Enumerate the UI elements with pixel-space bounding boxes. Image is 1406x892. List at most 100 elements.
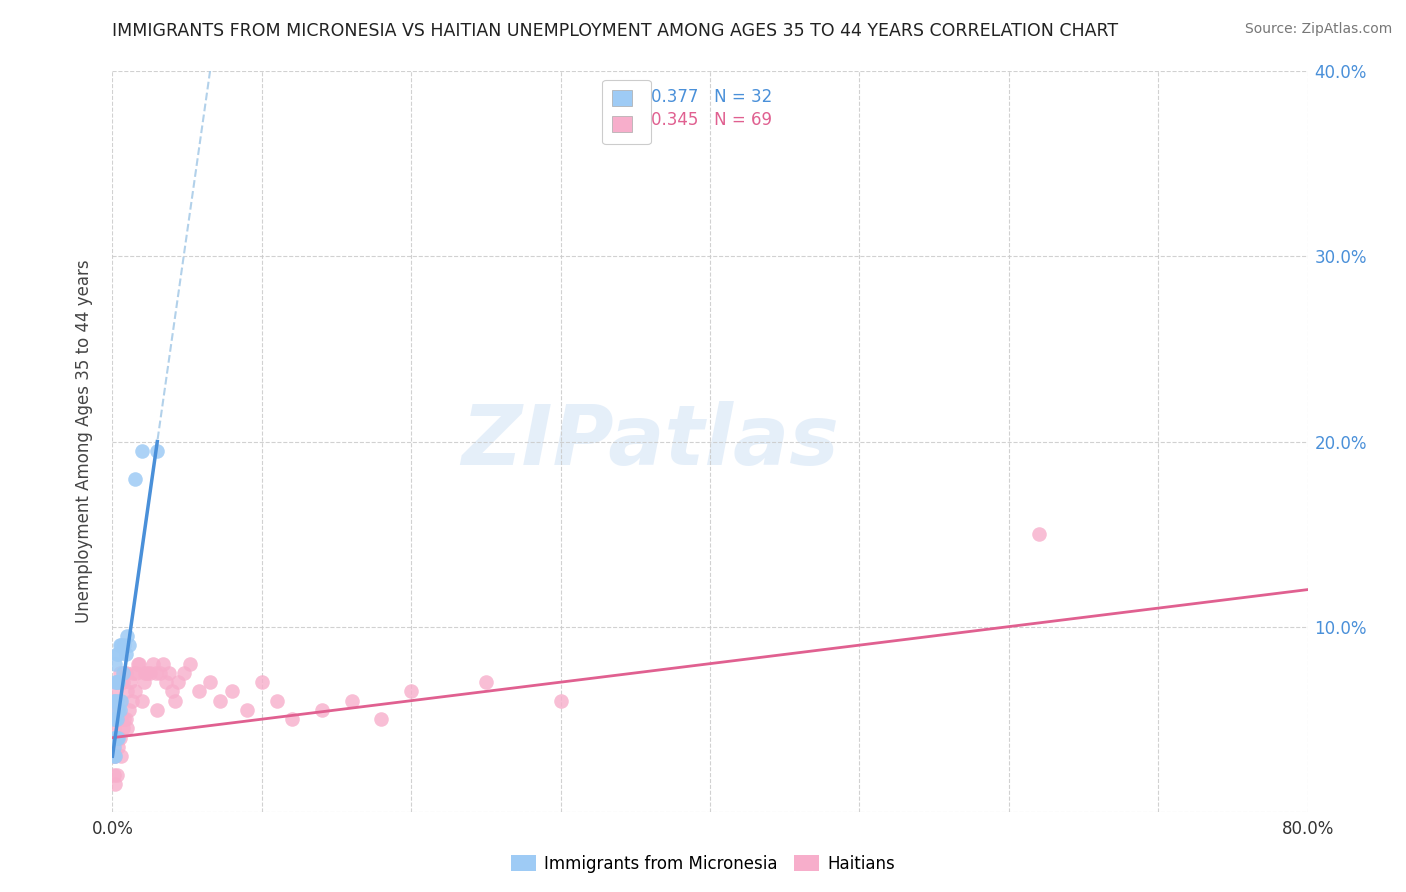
Point — [107, 703, 129, 717]
Point — [135, 665, 157, 680]
Point — [131, 694, 153, 708]
Point — [107, 703, 129, 717]
Point — [105, 694, 128, 708]
Point — [105, 648, 128, 662]
Point — [125, 665, 148, 680]
Point — [120, 675, 142, 690]
Point — [134, 665, 156, 680]
Point — [103, 694, 125, 708]
Point — [1028, 527, 1050, 541]
Point — [111, 722, 134, 736]
Point — [104, 712, 127, 726]
Point — [117, 722, 139, 736]
Text: ZIPatlas: ZIPatlas — [461, 401, 839, 482]
Point — [550, 694, 572, 708]
Point — [146, 443, 169, 458]
Point — [105, 731, 128, 745]
Point — [152, 657, 174, 671]
Text: R = 0.345   N = 69: R = 0.345 N = 69 — [616, 112, 772, 129]
Point — [104, 657, 127, 671]
Point — [107, 731, 129, 745]
Point — [104, 731, 127, 745]
Point — [104, 675, 127, 690]
Point — [104, 684, 127, 698]
Point — [111, 665, 134, 680]
Point — [281, 712, 304, 726]
Point — [155, 675, 177, 690]
Point — [110, 712, 132, 726]
Point — [105, 675, 128, 690]
Point — [221, 684, 243, 698]
Point — [115, 665, 138, 680]
Point — [236, 703, 259, 717]
Text: IMMIGRANTS FROM MICRONESIA VS HAITIAN UNEMPLOYMENT AMONG AGES 35 TO 44 YEARS COR: IMMIGRANTS FROM MICRONESIA VS HAITIAN UN… — [112, 22, 1119, 40]
Point — [370, 712, 392, 726]
Point — [103, 749, 125, 764]
Point — [124, 684, 146, 698]
Point — [179, 657, 201, 671]
Point — [104, 749, 127, 764]
Point — [117, 629, 139, 643]
Point — [145, 665, 167, 680]
Point — [103, 739, 125, 754]
Point — [266, 694, 288, 708]
Point — [103, 731, 125, 745]
Point — [107, 675, 129, 690]
Point — [103, 694, 125, 708]
Point — [108, 694, 131, 708]
Point — [107, 675, 129, 690]
Point — [167, 675, 190, 690]
Point — [124, 471, 146, 485]
Point — [110, 675, 132, 690]
Text: Source: ZipAtlas.com: Source: ZipAtlas.com — [1244, 22, 1392, 37]
Point — [114, 665, 135, 680]
Point — [110, 749, 132, 764]
Point — [114, 712, 135, 726]
Legend: Immigrants from Micronesia, Haitians: Immigrants from Micronesia, Haitians — [503, 848, 903, 880]
Point — [105, 731, 128, 745]
Point — [110, 638, 132, 652]
Point — [105, 703, 128, 717]
Point — [103, 749, 125, 764]
Point — [104, 777, 127, 791]
Point — [118, 703, 141, 717]
Point — [122, 665, 145, 680]
Point — [139, 665, 162, 680]
Y-axis label: Unemployment Among Ages 35 to 44 years: Unemployment Among Ages 35 to 44 years — [75, 260, 93, 624]
Point — [118, 638, 141, 652]
Point — [121, 694, 143, 708]
Point — [311, 703, 333, 717]
Point — [142, 657, 165, 671]
Point — [108, 638, 131, 652]
Point — [157, 665, 180, 680]
Point — [107, 739, 129, 754]
Point — [401, 684, 423, 698]
Point — [108, 665, 131, 680]
Point — [117, 684, 139, 698]
Point — [105, 767, 128, 781]
Point — [475, 675, 498, 690]
Point — [162, 684, 183, 698]
Point — [104, 712, 127, 726]
Point — [104, 694, 127, 708]
Point — [340, 694, 363, 708]
Point — [146, 703, 169, 717]
Point — [105, 712, 128, 726]
Point — [115, 648, 138, 662]
Point — [104, 749, 127, 764]
Point — [131, 443, 153, 458]
Point — [188, 684, 211, 698]
Point — [114, 638, 135, 652]
Text: R = 0.377   N = 32: R = 0.377 N = 32 — [616, 88, 772, 106]
Legend: , : , — [602, 79, 651, 144]
Point — [165, 694, 187, 708]
Point — [103, 722, 125, 736]
Point — [115, 712, 138, 726]
Point — [132, 675, 155, 690]
Point — [173, 665, 195, 680]
Point — [103, 767, 125, 781]
Point — [105, 675, 128, 690]
Point — [108, 731, 131, 745]
Point — [111, 675, 134, 690]
Point — [103, 712, 125, 726]
